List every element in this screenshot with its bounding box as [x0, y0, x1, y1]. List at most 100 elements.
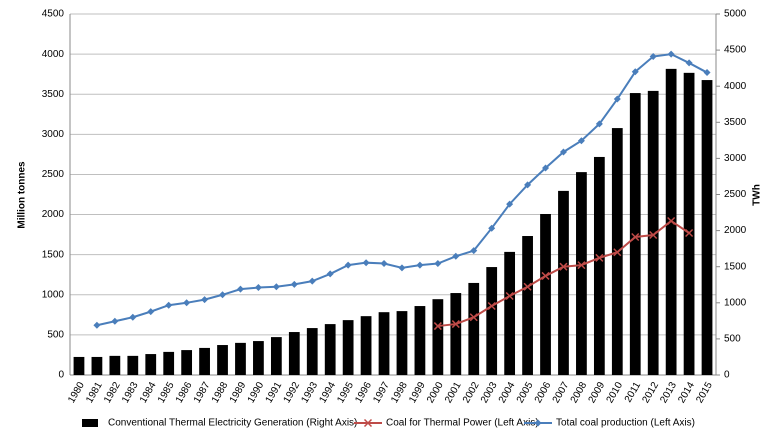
marker: [451, 320, 460, 329]
bar: [701, 80, 713, 376]
marker: [595, 120, 603, 128]
bar: [629, 93, 641, 376]
marker: [649, 53, 657, 61]
marker: [505, 291, 514, 301]
marker: [488, 224, 496, 232]
marker: [613, 95, 621, 103]
legend-swatch: [82, 419, 98, 427]
bar: [558, 190, 569, 375]
bar: [432, 299, 444, 375]
marker: [649, 230, 658, 240]
marker: [272, 283, 280, 291]
marker: [290, 280, 298, 288]
marker: [541, 271, 550, 280]
bar: [288, 332, 300, 375]
y-tick-label: 2500: [42, 169, 65, 180]
legend-label: Coal for Thermal Power (Left Axis): [386, 418, 539, 429]
marker: [433, 322, 442, 331]
marker: [577, 137, 585, 145]
y2-tick-label: 5000: [724, 9, 747, 20]
marker: [308, 277, 316, 285]
y2-tick-label: 2000: [724, 225, 747, 236]
bar: [360, 316, 372, 375]
legend-marker: [534, 419, 542, 427]
y2-tick-label: 2500: [724, 189, 747, 200]
marker: [219, 291, 227, 299]
y-tick-label: 1500: [42, 249, 65, 260]
bar: [450, 293, 462, 375]
bar: [540, 213, 551, 375]
marker: [326, 270, 334, 278]
marker: [524, 181, 532, 189]
marker: [506, 200, 514, 208]
legend-label: Conventional Thermal Electricity Generat…: [108, 418, 357, 429]
bar: [235, 342, 246, 375]
marker: [631, 68, 639, 76]
bar: [91, 356, 103, 375]
bar: [324, 324, 336, 375]
marker: [667, 216, 676, 226]
marker: [416, 261, 424, 269]
y-tick-label: 4500: [42, 9, 65, 20]
bar: [342, 320, 354, 375]
marker: [452, 252, 460, 260]
marker: [577, 261, 586, 270]
y2-tick-label: 1500: [724, 261, 747, 272]
bar: [253, 341, 264, 375]
y-tick-label: 3500: [42, 89, 65, 100]
marker: [523, 282, 532, 291]
marker: [631, 232, 640, 242]
marker: [595, 253, 604, 262]
marker: [469, 313, 478, 322]
marker: [542, 164, 550, 172]
y-tick-label: 1000: [42, 289, 65, 300]
y2-tick-label: 500: [724, 334, 741, 345]
y-tick-label: 0: [58, 370, 64, 381]
bar: [306, 328, 318, 375]
bar: [181, 350, 193, 375]
marker: [236, 285, 244, 293]
bar: [647, 90, 659, 375]
bar: [486, 267, 498, 375]
bar: [145, 354, 157, 375]
marker: [685, 228, 694, 238]
marker: [559, 148, 567, 156]
y-tick-label: 4000: [42, 49, 65, 60]
y2-tick-label: 1000: [724, 297, 747, 308]
y2-tick-label: 4500: [724, 45, 747, 56]
marker: [398, 264, 406, 272]
marker: [344, 261, 352, 269]
bar: [468, 282, 480, 375]
marker: [559, 262, 568, 271]
bar: [270, 337, 282, 375]
marker: [129, 313, 137, 321]
bar: [163, 351, 175, 375]
marker: [380, 259, 388, 267]
y2-tick-label: 0: [724, 370, 730, 381]
legend-label: Total coal production (Left Axis): [556, 418, 695, 429]
marker: [613, 248, 622, 257]
y-tick-label: 500: [47, 330, 64, 341]
y-tick-label: 3000: [42, 129, 65, 140]
bar: [109, 355, 121, 375]
bar: [217, 345, 228, 375]
marker: [183, 299, 191, 307]
y2-tick-label: 3500: [724, 117, 747, 128]
marker: [111, 317, 119, 325]
bar: [73, 356, 85, 375]
marker: [362, 259, 370, 267]
marker: [147, 308, 155, 316]
legend-marker: [363, 418, 373, 428]
bar: [396, 311, 408, 375]
marker: [685, 59, 693, 67]
y2-tick-label: 3000: [724, 153, 747, 164]
bar: [593, 156, 605, 375]
marker: [434, 259, 442, 267]
bar: [199, 347, 210, 375]
y-axis-title: Million tonnes: [17, 161, 28, 229]
bar: [522, 236, 533, 375]
bar: [127, 355, 139, 375]
y-tick-label: 2000: [42, 209, 65, 220]
marker: [93, 321, 101, 329]
